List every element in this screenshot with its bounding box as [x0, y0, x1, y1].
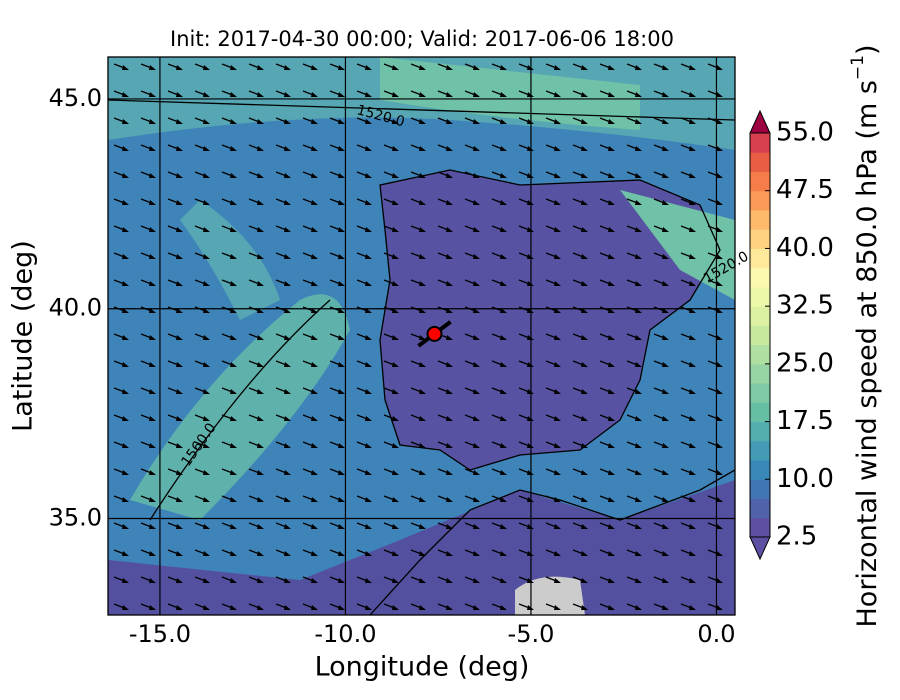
colorbar-band — [750, 479, 770, 500]
colorbar-band — [750, 209, 770, 230]
colorbar-band — [750, 152, 770, 172]
colorbar-band — [750, 190, 770, 211]
colorbar-band — [750, 286, 770, 307]
y-tick-label: 40.0 — [49, 294, 102, 322]
colorbar-band — [750, 363, 770, 384]
colorbar-label-text: Horizontal wind speed at 850.0 hPa (m s — [852, 80, 883, 627]
colorbar-band — [750, 440, 770, 461]
plot-frame — [107, 56, 736, 616]
colorbar-band — [750, 171, 770, 192]
x-tick-label: 0.0 — [697, 620, 735, 648]
colorbar-band — [750, 325, 770, 346]
colorbar-frame — [749, 132, 771, 538]
colorbar-tick-label: 17.5 — [776, 406, 834, 436]
colorbar-band — [750, 267, 770, 288]
colorbar-band — [750, 402, 770, 423]
colorbar-band — [750, 229, 770, 249]
wind-field — [108, 57, 735, 615]
y-axis-label: Latitude (deg) — [8, 240, 39, 432]
colorbar-tick-label: 47.5 — [776, 175, 834, 205]
site-marker — [426, 325, 443, 342]
colorbar-tick-label: 2.5 — [776, 522, 817, 552]
colorbar-band — [750, 421, 770, 442]
colorbar-band — [750, 248, 770, 269]
colorbar-tick-label: 10.0 — [776, 464, 834, 494]
colorbar-tick-label: 40.0 — [776, 233, 834, 263]
x-tick-label: -15.0 — [129, 620, 191, 648]
colorbar-label-sup: −1 — [848, 55, 868, 80]
colorbar-tick-label: 32.5 — [776, 291, 834, 321]
title: Init: 2017-04-30 00:00; Valid: 2017-06-0… — [170, 27, 674, 51]
colorbar-band — [750, 460, 770, 480]
colorbar-under — [749, 536, 771, 561]
colorbar-band — [750, 344, 770, 365]
colorbar-band — [750, 133, 770, 153]
x-axis-label: Longitude (deg) — [315, 652, 530, 683]
y-tick-label: 45.0 — [49, 84, 102, 112]
colorbar-band — [750, 498, 770, 519]
colorbar-tick-label: 25.0 — [776, 348, 834, 378]
colorbar-tick-label: 55.0 — [776, 118, 834, 148]
x-tick-label: -5.0 — [508, 620, 555, 648]
colorbar-label-end: ) — [852, 44, 883, 55]
x-tick-label: -10.0 — [314, 620, 376, 648]
colorbar-over — [749, 109, 771, 134]
y-tick-label: 35.0 — [49, 504, 102, 532]
colorbar-band — [750, 306, 770, 326]
colorbar-band — [750, 383, 770, 403]
colorbar-band — [750, 517, 770, 538]
colorbar-label: Horizontal wind speed at 850.0 hPa (m s−… — [848, 44, 883, 627]
